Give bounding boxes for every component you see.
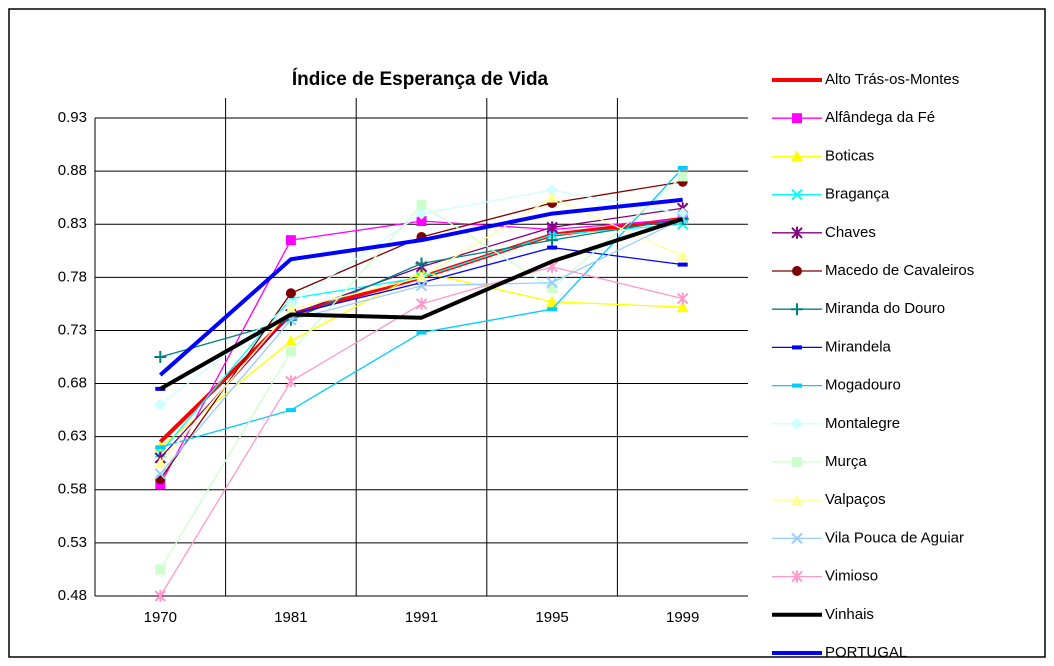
marker	[546, 295, 559, 307]
y-tick-label: 0.58	[58, 481, 87, 498]
marker	[154, 590, 167, 602]
legend-label: PORTUGAL	[825, 644, 907, 661]
legend-label: Boticas	[825, 147, 874, 164]
marker	[285, 288, 296, 299]
marker	[677, 262, 688, 267]
marker	[416, 216, 427, 227]
marker	[546, 184, 559, 197]
marker	[677, 171, 688, 182]
marker	[285, 375, 297, 388]
legend-label: Valpaços	[825, 491, 886, 508]
marker	[285, 235, 296, 246]
marker	[791, 303, 803, 316]
marker	[154, 457, 167, 469]
y-tick-label: 0.63	[58, 428, 87, 445]
y-tick-label: 0.48	[58, 587, 87, 604]
legend-label: Vimioso	[825, 568, 878, 585]
legend-label: Miranda do Douro	[825, 300, 945, 317]
marker	[154, 351, 167, 363]
x-tick-label: 1995	[535, 609, 568, 626]
marker	[546, 276, 558, 289]
marker	[792, 345, 802, 350]
legend-label: Vinhais	[825, 606, 874, 623]
legend-label: Montalegre	[825, 415, 900, 432]
marker	[416, 280, 427, 285]
marker	[155, 479, 166, 490]
legend-label: Vila Pouca de Aguiar	[825, 529, 964, 546]
marker	[791, 417, 803, 430]
x-tick-label: 1999	[666, 609, 699, 626]
legend-label: Mogadouro	[825, 377, 901, 394]
y-tick-label: 0.88	[58, 162, 87, 179]
marker	[154, 468, 167, 480]
y-tick-label: 0.78	[58, 268, 87, 285]
marker	[415, 207, 428, 220]
marker	[415, 297, 428, 310]
x-tick-label: 1981	[274, 609, 307, 626]
marker	[547, 245, 558, 250]
marker	[546, 234, 559, 247]
legend-label: Chaves	[825, 224, 876, 241]
y-tick-label: 0.93	[58, 109, 87, 126]
marker	[415, 257, 428, 270]
x-tick-label: 1970	[144, 609, 177, 626]
marker	[676, 301, 689, 313]
marker	[285, 346, 296, 357]
y-tick-label: 0.53	[58, 534, 87, 551]
x-tick-label: 1991	[405, 609, 438, 626]
marker	[546, 191, 559, 203]
series-line	[158, 197, 683, 377]
marker	[791, 494, 803, 506]
y-tick-label: 0.68	[58, 375, 87, 392]
marker	[415, 271, 428, 283]
marker	[285, 408, 296, 413]
chart-frame	[8, 8, 1046, 658]
y-tick-label: 0.83	[58, 215, 87, 232]
legend-label: Murça	[825, 453, 867, 470]
marker	[547, 307, 558, 312]
marker	[792, 113, 802, 124]
marker	[155, 445, 166, 450]
marker	[677, 165, 688, 170]
marker	[791, 226, 803, 239]
legend-label: Macedo de Cavaleiros	[825, 262, 974, 279]
marker	[284, 303, 297, 315]
marker	[155, 474, 166, 485]
marker	[155, 564, 166, 575]
legend-label: Mirandela	[825, 338, 892, 355]
chart-title: Índice de Esperança de Vida	[292, 68, 549, 90]
marker	[792, 457, 802, 467]
marker	[791, 188, 803, 201]
legend-label: Alto Trás-os-Montes	[825, 71, 959, 88]
marker	[416, 200, 427, 211]
marker	[676, 292, 689, 305]
marker	[546, 221, 558, 234]
marker	[154, 398, 167, 411]
marker	[792, 383, 802, 388]
marker	[791, 570, 803, 583]
legend-label: Bragança	[825, 186, 890, 203]
marker	[547, 282, 558, 293]
marker	[792, 266, 802, 276]
legend-label: Alfândega da Fé	[825, 109, 935, 126]
series-line	[159, 217, 684, 391]
y-tick-label: 0.73	[58, 321, 87, 338]
marker	[676, 213, 689, 225]
marker	[791, 532, 803, 545]
marker	[415, 280, 428, 292]
marker	[676, 250, 689, 262]
marker	[416, 330, 427, 335]
marker	[791, 150, 803, 162]
marker	[284, 335, 297, 347]
